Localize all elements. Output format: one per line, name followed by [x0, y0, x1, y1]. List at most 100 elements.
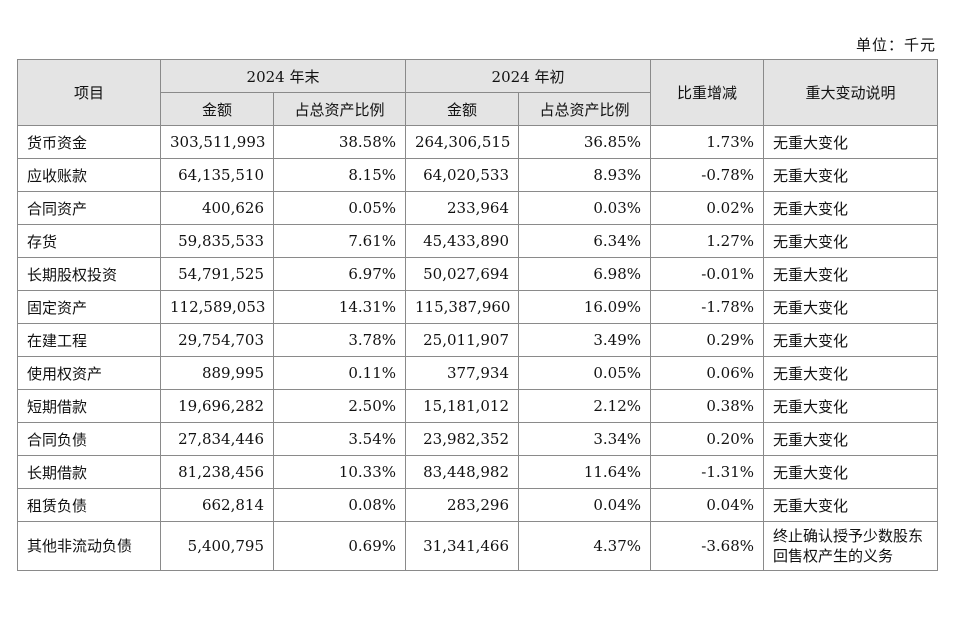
header-end-ratio: 占总资产比例: [272, 92, 407, 126]
end-amount-cell: 81,238,456: [160, 455, 274, 489]
end-ratio-cell: 7.61%: [272, 224, 407, 258]
change-cell: 0.20%: [650, 422, 765, 456]
change-cell: -3.68%: [650, 521, 765, 571]
begin-amount-cell: 377,934: [405, 356, 520, 390]
begin-ratio-cell: 0.04%: [518, 488, 652, 522]
table-header: 项目 2024 年末 2024 年初 比重增减 重大变动说明 金额 占总资产比例…: [17, 59, 939, 126]
table-row: 其他非流动负债 5,400,795 0.69% 31,341,466 4.37% -3.6…: [17, 521, 939, 571]
begin-amount-cell: 23,982,352: [405, 422, 520, 456]
header-end-group: 2024 年末: [159, 59, 407, 93]
row-name-cell: 使用权资产: [17, 356, 161, 390]
note-cell: 无重大变化: [763, 455, 939, 489]
begin-ratio-cell: 3.34%: [518, 422, 652, 456]
note-cell: 无重大变化: [763, 191, 939, 225]
table-row: 合同资产 400,626 0.05% 233,964 0.03% 0.02% 无重大变化: [17, 191, 939, 225]
end-amount-cell: 64,135,510: [160, 158, 274, 192]
end-amount-cell: 889,995: [160, 356, 274, 390]
row-name-cell: 存货: [17, 224, 161, 258]
begin-amount-cell: 283,296: [405, 488, 520, 522]
row-name-cell: 在建工程: [17, 323, 161, 357]
end-ratio-cell: 3.78%: [272, 323, 407, 357]
begin-ratio-cell: 16.09%: [518, 290, 652, 324]
change-cell: 0.06%: [650, 356, 765, 390]
end-ratio-cell: 6.97%: [272, 257, 407, 291]
begin-amount-cell: 31,341,466: [405, 521, 520, 571]
change-cell: -0.01%: [650, 257, 765, 291]
table-row: 使用权资产 889,995 0.11% 377,934 0.05% 0.06% 无重大变化: [17, 356, 939, 390]
end-amount-cell: 112,589,053: [160, 290, 274, 324]
row-name-cell: 货币资金: [17, 125, 161, 159]
begin-ratio-cell: 4.37%: [518, 521, 652, 571]
table-row: 长期借款 81,238,456 10.33% 83,448,982 11.64% -1.3…: [17, 455, 939, 489]
begin-amount-cell: 83,448,982: [405, 455, 520, 489]
table-row: 租赁负债 662,814 0.08% 283,296 0.04% 0.04% 无重大变化: [17, 488, 939, 522]
row-name-cell: 固定资产: [17, 290, 161, 324]
change-cell: 0.04%: [650, 488, 765, 522]
note-cell: 无重大变化: [763, 488, 939, 522]
end-ratio-cell: 2.50%: [272, 389, 407, 423]
end-ratio-cell: 8.15%: [272, 158, 407, 192]
end-amount-cell: 54,791,525: [160, 257, 274, 291]
table-row: 货币资金 303,511,993 38.58% 264,306,515 36.85% 1.…: [17, 125, 939, 159]
note-cell: 无重大变化: [763, 257, 939, 291]
note-cell: 终止确认授予少数股东回售权产生的义务: [763, 521, 939, 571]
table-row: 存货 59,835,533 7.61% 45,433,890 6.34% 1.27% 无重大…: [17, 224, 939, 258]
table-row: 在建工程 29,754,703 3.78% 25,011,907 3.49% 0.29% 无…: [17, 323, 939, 357]
asset-change-table: 项目 2024 年末 2024 年初 比重增减 重大变动说明 金额 占总资产比例…: [17, 59, 939, 571]
end-amount-cell: 19,696,282: [160, 389, 274, 423]
note-cell: 无重大变化: [763, 422, 939, 456]
begin-ratio-cell: 6.34%: [518, 224, 652, 258]
begin-ratio-cell: 0.05%: [518, 356, 652, 390]
begin-ratio-cell: 2.12%: [518, 389, 652, 423]
change-cell: 0.02%: [650, 191, 765, 225]
change-cell: -0.78%: [650, 158, 765, 192]
change-cell: -1.31%: [650, 455, 765, 489]
end-amount-cell: 400,626: [160, 191, 274, 225]
begin-amount-cell: 233,964: [405, 191, 520, 225]
begin-amount-cell: 15,181,012: [405, 389, 520, 423]
note-cell: 无重大变化: [763, 323, 939, 357]
header-note: 重大变动说明: [763, 59, 939, 126]
begin-ratio-cell: 3.49%: [518, 323, 652, 357]
table-row: 短期借款 19,696,282 2.50% 15,181,012 2.12% 0.38% 无…: [17, 389, 939, 423]
end-ratio-cell: 10.33%: [272, 455, 407, 489]
table-body: 货币资金 303,511,993 38.58% 264,306,515 36.85% 1.…: [17, 125, 939, 571]
change-cell: 0.38%: [650, 389, 765, 423]
row-name-cell: 长期股权投资: [17, 257, 161, 291]
table-row: 应收账款 64,135,510 8.15% 64,020,533 8.93% -0.78%…: [17, 158, 939, 192]
begin-ratio-cell: 8.93%: [518, 158, 652, 192]
begin-amount-cell: 45,433,890: [405, 224, 520, 258]
row-name-cell: 租赁负债: [17, 488, 161, 522]
table-row: 长期股权投资 54,791,525 6.97% 50,027,694 6.98% -0.0…: [17, 257, 939, 291]
unit-label: 单位：千元: [855, 36, 936, 54]
note-cell: 无重大变化: [763, 389, 939, 423]
row-name-cell: 应收账款: [17, 158, 161, 192]
header-item: 项目: [17, 59, 161, 126]
end-ratio-cell: 0.08%: [272, 488, 407, 522]
row-name-cell: 长期借款: [17, 455, 161, 489]
end-amount-cell: 29,754,703: [160, 323, 274, 357]
header-begin-ratio: 占总资产比例: [518, 92, 652, 126]
begin-amount-cell: 25,011,907: [405, 323, 520, 357]
header-change: 比重增减: [650, 59, 765, 126]
note-cell: 无重大变化: [763, 125, 939, 159]
change-cell: 0.29%: [650, 323, 765, 357]
end-amount-cell: 303,511,993: [160, 125, 274, 159]
end-ratio-cell: 38.58%: [272, 125, 407, 159]
row-name-cell: 合同负债: [17, 422, 161, 456]
change-cell: 1.73%: [650, 125, 765, 159]
row-name-cell: 其他非流动负债: [17, 521, 161, 571]
change-cell: 1.27%: [650, 224, 765, 258]
begin-amount-cell: 264,306,515: [405, 125, 520, 159]
note-cell: 无重大变化: [763, 356, 939, 390]
header-begin-group: 2024 年初: [405, 59, 652, 93]
table-row: 合同负债 27,834,446 3.54% 23,982,352 3.34% 0.20% 无…: [17, 422, 939, 456]
begin-ratio-cell: 0.03%: [518, 191, 652, 225]
end-amount-cell: 662,814: [160, 488, 274, 522]
end-ratio-cell: 0.11%: [272, 356, 407, 390]
note-cell: 无重大变化: [763, 224, 939, 258]
end-ratio-cell: 3.54%: [272, 422, 407, 456]
note-cell: 无重大变化: [763, 158, 939, 192]
header-end-amount: 金额: [160, 92, 274, 126]
